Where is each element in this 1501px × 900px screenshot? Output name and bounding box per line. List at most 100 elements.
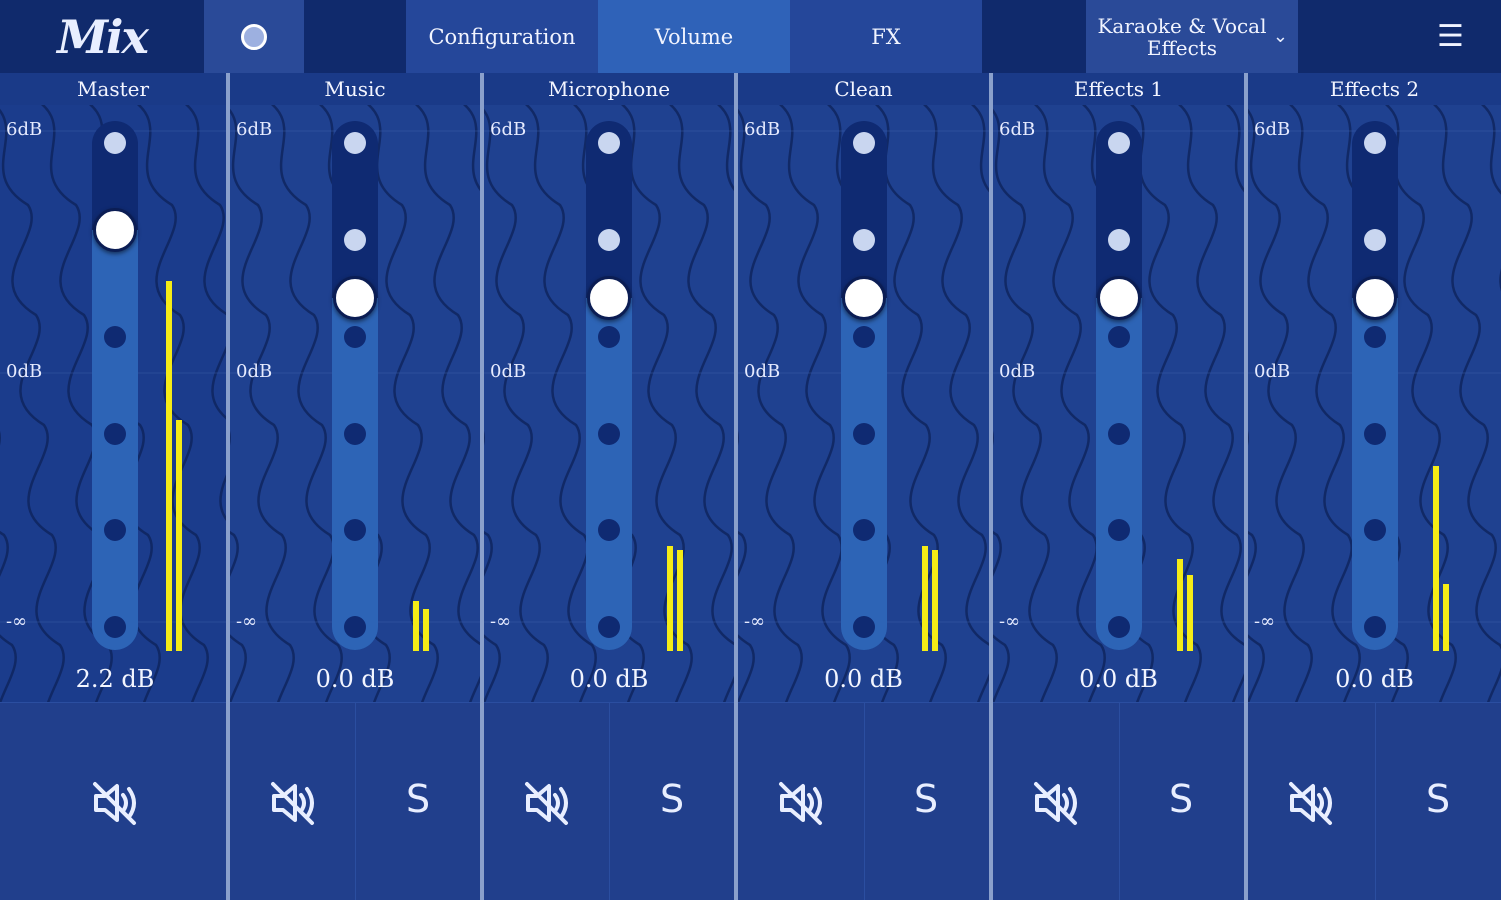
tab-configuration[interactable]: Configuration [406, 0, 598, 73]
fader-knob[interactable] [587, 275, 631, 320]
scale-label-zero: 0dB [490, 361, 527, 382]
level-meter-bar [176, 420, 182, 651]
button-separator [1375, 702, 1376, 900]
channel-name-microphone: Microphone [547, 77, 671, 101]
channel-divider [1244, 73, 1248, 900]
fader-track[interactable] [586, 121, 632, 650]
channel-name-music: Music [324, 77, 386, 101]
fader-tick [852, 326, 875, 348]
mute-button[interactable] [522, 780, 572, 826]
fader-tick [1363, 132, 1386, 154]
fader-knob[interactable] [841, 275, 886, 320]
fader-tick [852, 229, 875, 251]
solo-button[interactable]: S [405, 777, 431, 821]
fader-tick [852, 423, 875, 445]
fader-fill [1095, 297, 1142, 650]
channel-db-value: 0.0 dB [824, 665, 903, 693]
fader-tick [104, 326, 126, 348]
record-button[interactable] [204, 0, 304, 73]
menu-button[interactable]: ☰ [1400, 0, 1501, 73]
fader-knob[interactable] [1352, 275, 1397, 320]
scale-label-top: 6dB [6, 119, 43, 140]
fader-tick [344, 326, 366, 348]
top-bar: Mix Configuration Volume FX Karaoke & Vo… [0, 0, 1501, 73]
record-icon [241, 23, 267, 50]
fader-tick [104, 519, 126, 541]
channel-strip-effects-1: 6dB 0dB -∞ 0.0 dB S [993, 105, 1244, 900]
channel-db-value: 2.2 dB [75, 665, 155, 693]
level-meter-bar [677, 550, 683, 651]
channel-button-area [993, 702, 1244, 900]
toolbar-spacer [1298, 0, 1400, 73]
fader-tick [1107, 519, 1130, 541]
level-meter-bar [921, 546, 928, 651]
button-separator [864, 702, 865, 900]
preset-label: Karaoke & Vocal Effects [1097, 13, 1267, 60]
channel-name-effects-2: Effects 2 [1329, 77, 1420, 101]
channel-button-area [738, 702, 989, 900]
channel-db-value: 0.0 dB [315, 665, 395, 693]
scale-label-bottom: -∞ [744, 611, 766, 632]
fader-tick [344, 519, 366, 541]
fader-tick [1107, 132, 1130, 154]
fader-track[interactable] [1351, 121, 1398, 650]
hamburger-menu-icon: ☰ [1437, 19, 1464, 54]
fader-track[interactable] [92, 121, 138, 650]
scale-label-zero: 0dB [1254, 361, 1291, 382]
fader-tick [1363, 519, 1386, 541]
channel-strip-music: 6dB 0dB -∞ 0.0 dB S [230, 105, 480, 900]
scale-label-bottom: -∞ [490, 611, 512, 632]
level-meter-bar [1176, 558, 1183, 651]
fader-tick [104, 616, 126, 638]
fader-tick [1107, 229, 1130, 251]
channel-db-value: 0.0 dB [569, 665, 649, 693]
level-meter-bar [667, 546, 673, 651]
mute-button[interactable] [90, 780, 140, 826]
fader-fill [840, 297, 887, 650]
fader-knob[interactable] [93, 208, 137, 253]
fader-tick [598, 229, 620, 251]
scale-label-bottom: -∞ [6, 611, 28, 632]
level-meter-bar [931, 550, 938, 651]
fader-knob[interactable] [333, 275, 377, 320]
channel-db-value: 0.0 dB [1079, 665, 1158, 693]
fader-tick [852, 519, 875, 541]
fader-tick [598, 616, 620, 638]
fader-tick [598, 519, 620, 541]
mute-button[interactable] [1286, 780, 1336, 826]
channel-strip-master: 6dB 0dB -∞ 2.2 dB [0, 105, 226, 900]
fader-tick [1363, 326, 1386, 348]
solo-button[interactable]: S [1425, 777, 1451, 821]
fader-tick [1363, 616, 1386, 638]
fader-knob[interactable] [1096, 275, 1141, 320]
channel-strip-microphone: 6dB 0dB -∞ 0.0 dB S [484, 105, 734, 900]
tab-fx[interactable]: FX [790, 0, 982, 73]
fader-fill [586, 297, 632, 650]
channel-divider [989, 73, 993, 900]
scale-label-zero: 0dB [6, 361, 43, 382]
button-separator [609, 702, 610, 900]
fader-track[interactable] [332, 121, 378, 650]
channel-header-row: Master Music Microphone Clean Effects 1 Effec… [0, 73, 1501, 105]
mute-button[interactable] [776, 780, 826, 826]
channel-divider [734, 73, 738, 900]
solo-button[interactable]: S [659, 777, 685, 821]
fader-track[interactable] [840, 121, 887, 650]
level-meter-bar [1186, 575, 1193, 651]
toolbar-spacer [304, 0, 406, 73]
channel-name-clean: Clean [834, 77, 893, 101]
solo-button[interactable]: S [1168, 777, 1194, 821]
channel-divider [226, 73, 230, 900]
channel-strip-effects-2: 6dB 0dB -∞ 0.0 dB S [1248, 105, 1501, 900]
fader-tick [344, 229, 366, 251]
level-meter-bar [1442, 583, 1449, 651]
mute-button[interactable] [268, 780, 318, 826]
chevron-down-icon: ⌄ [1272, 26, 1288, 47]
mute-button[interactable] [1031, 780, 1081, 826]
fader-track[interactable] [1095, 121, 1142, 650]
toolbar-spacer [982, 0, 1086, 73]
tab-volume[interactable]: Volume [598, 0, 790, 73]
preset-dropdown[interactable]: Karaoke & Vocal Effects ⌄ [1086, 0, 1298, 73]
level-meter-bar [166, 281, 172, 651]
solo-button[interactable]: S [913, 777, 939, 821]
